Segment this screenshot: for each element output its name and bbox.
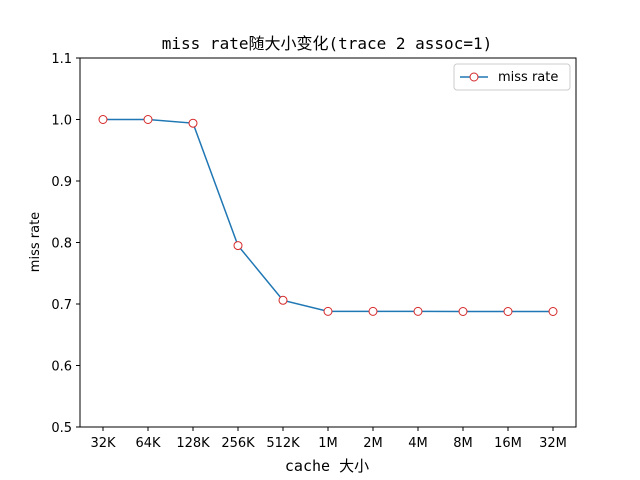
y-tick-label: 0.7 — [51, 298, 72, 313]
x-tick-label: 4M — [408, 436, 428, 451]
data-point — [98, 115, 108, 124]
x-tick-label: 8M — [453, 436, 473, 451]
data-point — [143, 115, 153, 124]
x-axis-label: cache 大小 — [285, 457, 369, 475]
x-tick-label: 32K — [90, 436, 116, 451]
data-point — [368, 306, 378, 316]
data-point — [413, 306, 423, 316]
data-point — [458, 307, 468, 317]
plot-area-frame — [79, 57, 577, 428]
data-point — [188, 118, 198, 128]
y-tick-label: 1.0 — [51, 114, 72, 129]
x-tick-label: 16M — [494, 436, 522, 451]
data-point — [503, 307, 513, 317]
chart-title: miss rate随大小变化(trace 2 assoc=1) — [162, 34, 492, 53]
legend-entry-label: miss rate — [498, 70, 558, 85]
y-tick-label: 0.5 — [51, 421, 72, 436]
y-tick-label: 0.6 — [51, 360, 72, 375]
x-tick-label: 512K — [266, 436, 300, 451]
y-axis: 0.5 0.6 0.7 0.8 0.9 1.0 1.1 — [51, 52, 80, 436]
x-tick-label: 32M — [539, 436, 567, 451]
series-line — [103, 118, 553, 313]
x-tick-label: 1M — [318, 436, 338, 451]
data-point — [548, 307, 558, 317]
data-point — [233, 241, 243, 251]
y-tick-label: 0.9 — [51, 175, 72, 190]
y-tick-label: 1.1 — [51, 52, 72, 67]
data-point — [323, 306, 333, 316]
x-tick-label: 2M — [363, 436, 383, 451]
legend-marker-swatch — [469, 72, 479, 82]
x-tick-label: 64K — [135, 436, 161, 451]
x-tick-label: 128K — [176, 436, 210, 451]
y-axis-label: miss rate — [28, 212, 43, 272]
data-point — [278, 295, 288, 305]
legend: miss rate — [453, 63, 571, 91]
series-layer — [98, 115, 558, 317]
x-tick-label: 256K — [221, 436, 255, 451]
x-axis: 32K 64K 128K 256K 512K 1M 2M 4M 8M 16M 32M — [90, 427, 567, 451]
legend-box — [453, 63, 571, 91]
y-tick-label: 0.8 — [51, 237, 72, 252]
